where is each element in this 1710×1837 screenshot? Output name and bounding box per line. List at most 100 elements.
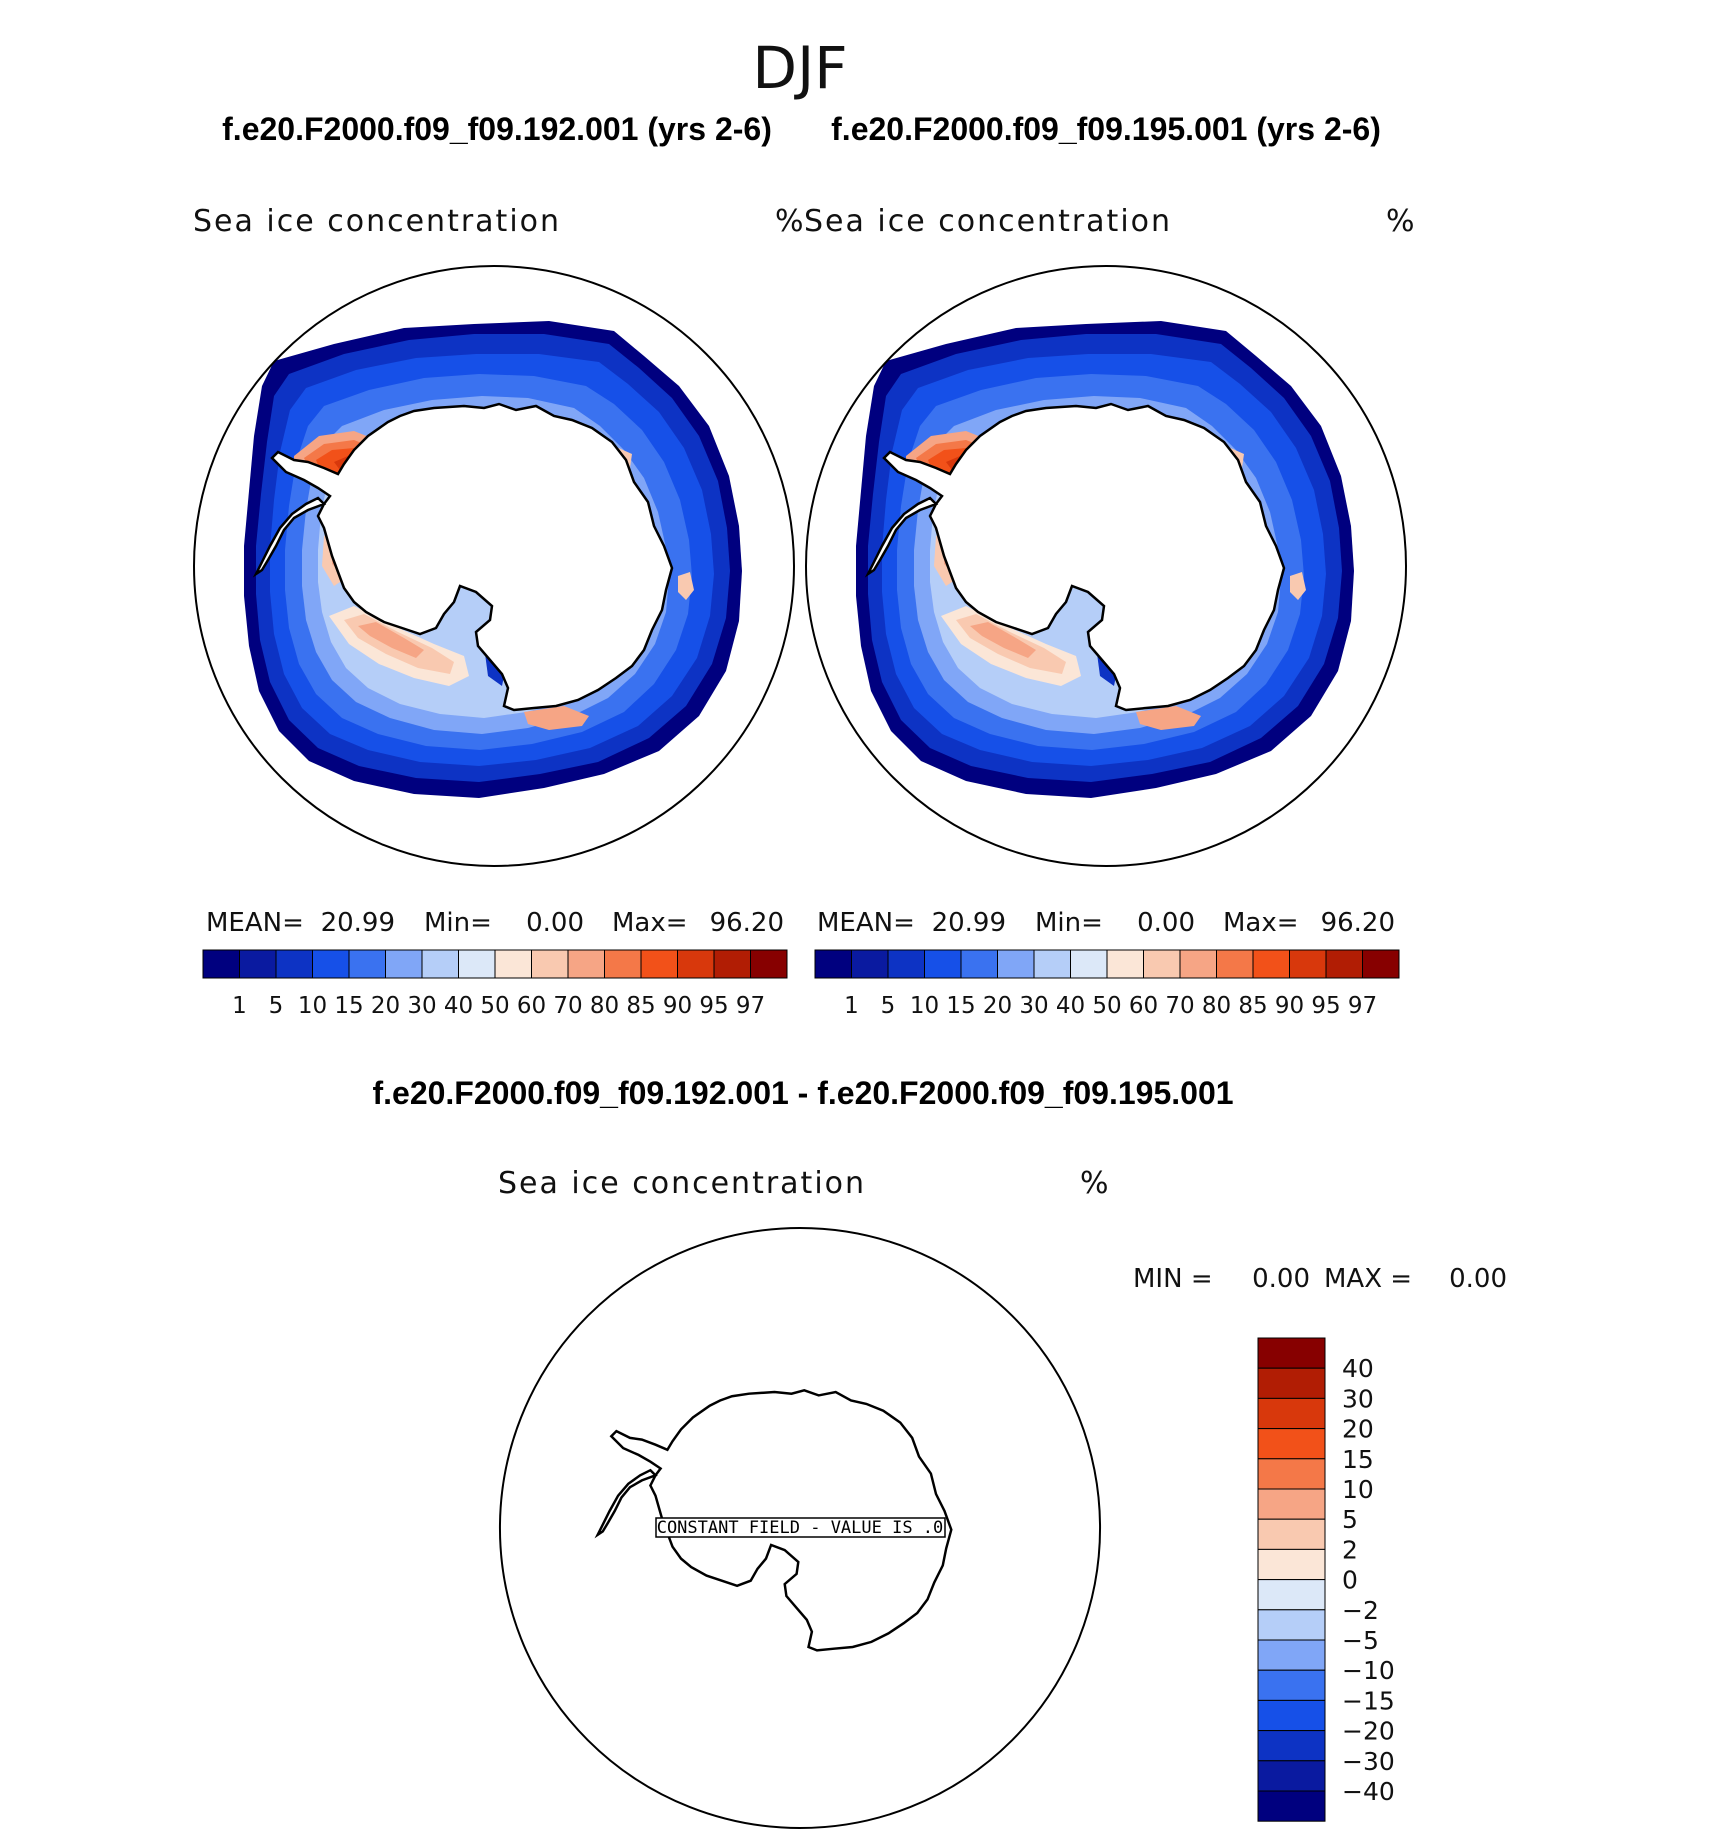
panel-2-min-value: 0.00 [1137, 908, 1195, 938]
panel-2-colorbar-swatch [1033, 949, 1071, 979]
panel-1-map-boundary [193, 265, 795, 867]
panel-3-colorbar-tick-label: −30 [1342, 1747, 1395, 1776]
panel-1-units: % [775, 204, 806, 239]
panel-3-max-value: 0.00 [1449, 1264, 1507, 1294]
panel-1-colorbar-tick-label: 5 [269, 993, 284, 1019]
panel-1-colorbar: 1 5 10 15 20 30 40 50 60 70 80 85 90 95 97 [202, 949, 788, 1019]
panel-2-colorbar-tick-label: 1 [844, 993, 859, 1019]
panel-3-colorbar-swatch [1257, 1699, 1326, 1732]
panel-2-colorbar-tick-label: 50 [1092, 993, 1121, 1019]
panel-2-colorbar: 1 5 10 15 20 30 40 50 60 70 80 85 90 95 97 [814, 949, 1400, 1019]
panel-1-colorbar-swatch [677, 949, 715, 979]
panel-1-max-label: Max= [612, 908, 688, 938]
panel-1-colorbar-tick-label: 40 [444, 993, 473, 1019]
panel-2-colorbar-swatch [1252, 949, 1290, 979]
panel-3-colorbar-tick-label: 30 [1342, 1384, 1374, 1413]
panel-2-units: % [1386, 204, 1417, 239]
panel-3-colorbar-tick-label: −10 [1342, 1656, 1395, 1685]
panel-3-units: % [1080, 1166, 1111, 1201]
panel-2-colorbar-swatch [1216, 949, 1254, 979]
panel-3-colorbar-tick-label: −40 [1342, 1777, 1395, 1806]
panel-2-colorbar-tick-label: 10 [910, 993, 939, 1019]
panel-1-colorbar-swatch [640, 949, 678, 979]
panel-1-colorbar-tick-label: 80 [590, 993, 619, 1019]
panel-3: f.e20.F2000.f09_f09.192.001 - f.e20.F200… [372, 1075, 1507, 1830]
panel-3-colorbar-tick-label: −2 [1342, 1596, 1379, 1625]
panel-1-colorbar-tick-label: 90 [663, 993, 692, 1019]
panel-2-mean-value: 20.99 [932, 908, 1006, 938]
panel-3-colorbar-swatch [1257, 1397, 1326, 1430]
panel-2-colorbar-swatch [1362, 949, 1400, 979]
panel-1-colorbar-swatch [275, 949, 313, 979]
panel-2-colorbar-swatch [1179, 949, 1217, 979]
panel-1-colorbar-tick-label: 95 [699, 993, 728, 1019]
panel-1-colorbar-swatch [348, 949, 386, 979]
panel-1-case-title: f.e20.F2000.f09_f09.192.001 (yrs 2-6) [222, 111, 772, 147]
panel-3-colorbar-swatch [1257, 1458, 1326, 1490]
panel-3-min-value: 0.00 [1252, 1264, 1310, 1294]
panel-2-max-value: 96.20 [1321, 908, 1395, 938]
panel-3-colorbar-tick-label: 40 [1342, 1354, 1374, 1383]
panel-2-stats: MEAN= 20.99 Min= 0.00 Max= 96.20 [817, 908, 1395, 938]
panel-3-colorbar-tick-label: 20 [1342, 1415, 1374, 1444]
panel-1-colorbar-swatch [531, 949, 569, 979]
panel-3-stats: MIN = 0.00 MAX = 0.00 [1133, 1264, 1507, 1294]
panel-1-mean-label: MEAN= [206, 908, 304, 938]
panel-3-colorbar-tick-label: −20 [1342, 1717, 1395, 1746]
panel-3-max-label: MAX = [1324, 1264, 1412, 1294]
panel-2-colorbar-tick-label: 40 [1056, 993, 1085, 1019]
panel-3-peninsula [596, 1468, 657, 1537]
panel-3-colorbar-swatch [1257, 1367, 1326, 1399]
panel-2-colorbar-swatch [851, 949, 889, 979]
panel-2-map [805, 265, 1407, 867]
panel-1-colorbar-tick-label: 60 [517, 993, 546, 1019]
panel-2-case-title: f.e20.F2000.f09_f09.195.001 (yrs 2-6) [831, 111, 1381, 147]
panel-2-colorbar-tick-label: 60 [1129, 993, 1158, 1019]
panel-1-ice-field [244, 321, 742, 798]
panel-1-colorbar-swatch [312, 949, 350, 979]
panel-1-colorbar-swatch [458, 949, 496, 979]
panel-2-min-label: Min= [1035, 908, 1103, 938]
panel-3-colorbar-tick-label: −15 [1342, 1686, 1395, 1715]
panel-3-map-boundary [498, 1226, 1102, 1830]
panel-3-colorbar-swatch [1257, 1428, 1326, 1460]
panel-2-colorbar-tick-label: 95 [1311, 993, 1340, 1019]
panel-3-colorbar-tick-label: −5 [1342, 1626, 1379, 1655]
panel-1-colorbar-tick-label: 15 [334, 993, 363, 1019]
panel-3-colorbar-tick-label: 10 [1342, 1475, 1374, 1504]
panel-2-map-boundary [805, 265, 1407, 867]
panel-2-colorbar-swatch [997, 949, 1035, 979]
panel-1-colorbar-tick-label: 30 [407, 993, 436, 1019]
panel-3-colorbar-swatch [1257, 1337, 1326, 1369]
panel-1-min-value: 0.00 [526, 908, 584, 938]
panel-2-colorbar-tick-label: 80 [1202, 993, 1231, 1019]
panel-3-variable: Sea ice concentration [498, 1166, 866, 1201]
panel-2-colorbar-tick-label: 15 [946, 993, 975, 1019]
panel-2-max-label: Max= [1223, 908, 1299, 938]
panel-1-colorbar-tick-label: 50 [480, 993, 509, 1019]
panel-2-colorbar-tick-label: 85 [1238, 993, 1267, 1019]
panel-1-stats: MEAN= 20.99 Min= 0.00 Max= 96.20 [206, 908, 784, 938]
panel-1-colorbar-swatch [494, 949, 532, 979]
panel-2-colorbar-swatch [1143, 949, 1181, 979]
panel-3-colorbar-tick-label: 15 [1342, 1445, 1374, 1474]
panel-3-colorbar-swatch [1257, 1639, 1326, 1671]
panel-1-max-value: 96.20 [710, 908, 784, 938]
panel-1-colorbar-tick-label: 97 [736, 993, 765, 1019]
panel-2-colorbar-tick-label: 70 [1165, 993, 1194, 1019]
panel-1-colorbar-swatch [385, 949, 423, 979]
panel-3-min-label: MIN = [1133, 1264, 1213, 1294]
panel-2-colorbar-swatch [887, 949, 925, 979]
constant-field-label: CONSTANT FIELD - VALUE IS .0 [657, 1518, 944, 1538]
panel-2-colorbar-swatch [814, 949, 852, 979]
panel-3-colorbar-swatch [1257, 1760, 1326, 1792]
panel-1-colorbar-tick-label: 1 [232, 993, 247, 1019]
panel-2-colorbar-tick-label: 97 [1348, 993, 1377, 1019]
panel-3-case-title: f.e20.F2000.f09_f09.192.001 - f.e20.F200… [372, 1075, 1233, 1111]
panel-2-colorbar-tick-label: 20 [983, 993, 1012, 1019]
panel-1-min-label: Min= [424, 908, 492, 938]
panel-2-colorbar-swatch [1289, 949, 1327, 979]
panel-3-map [498, 1226, 1102, 1830]
panel-3-colorbar-swatch [1257, 1488, 1326, 1520]
